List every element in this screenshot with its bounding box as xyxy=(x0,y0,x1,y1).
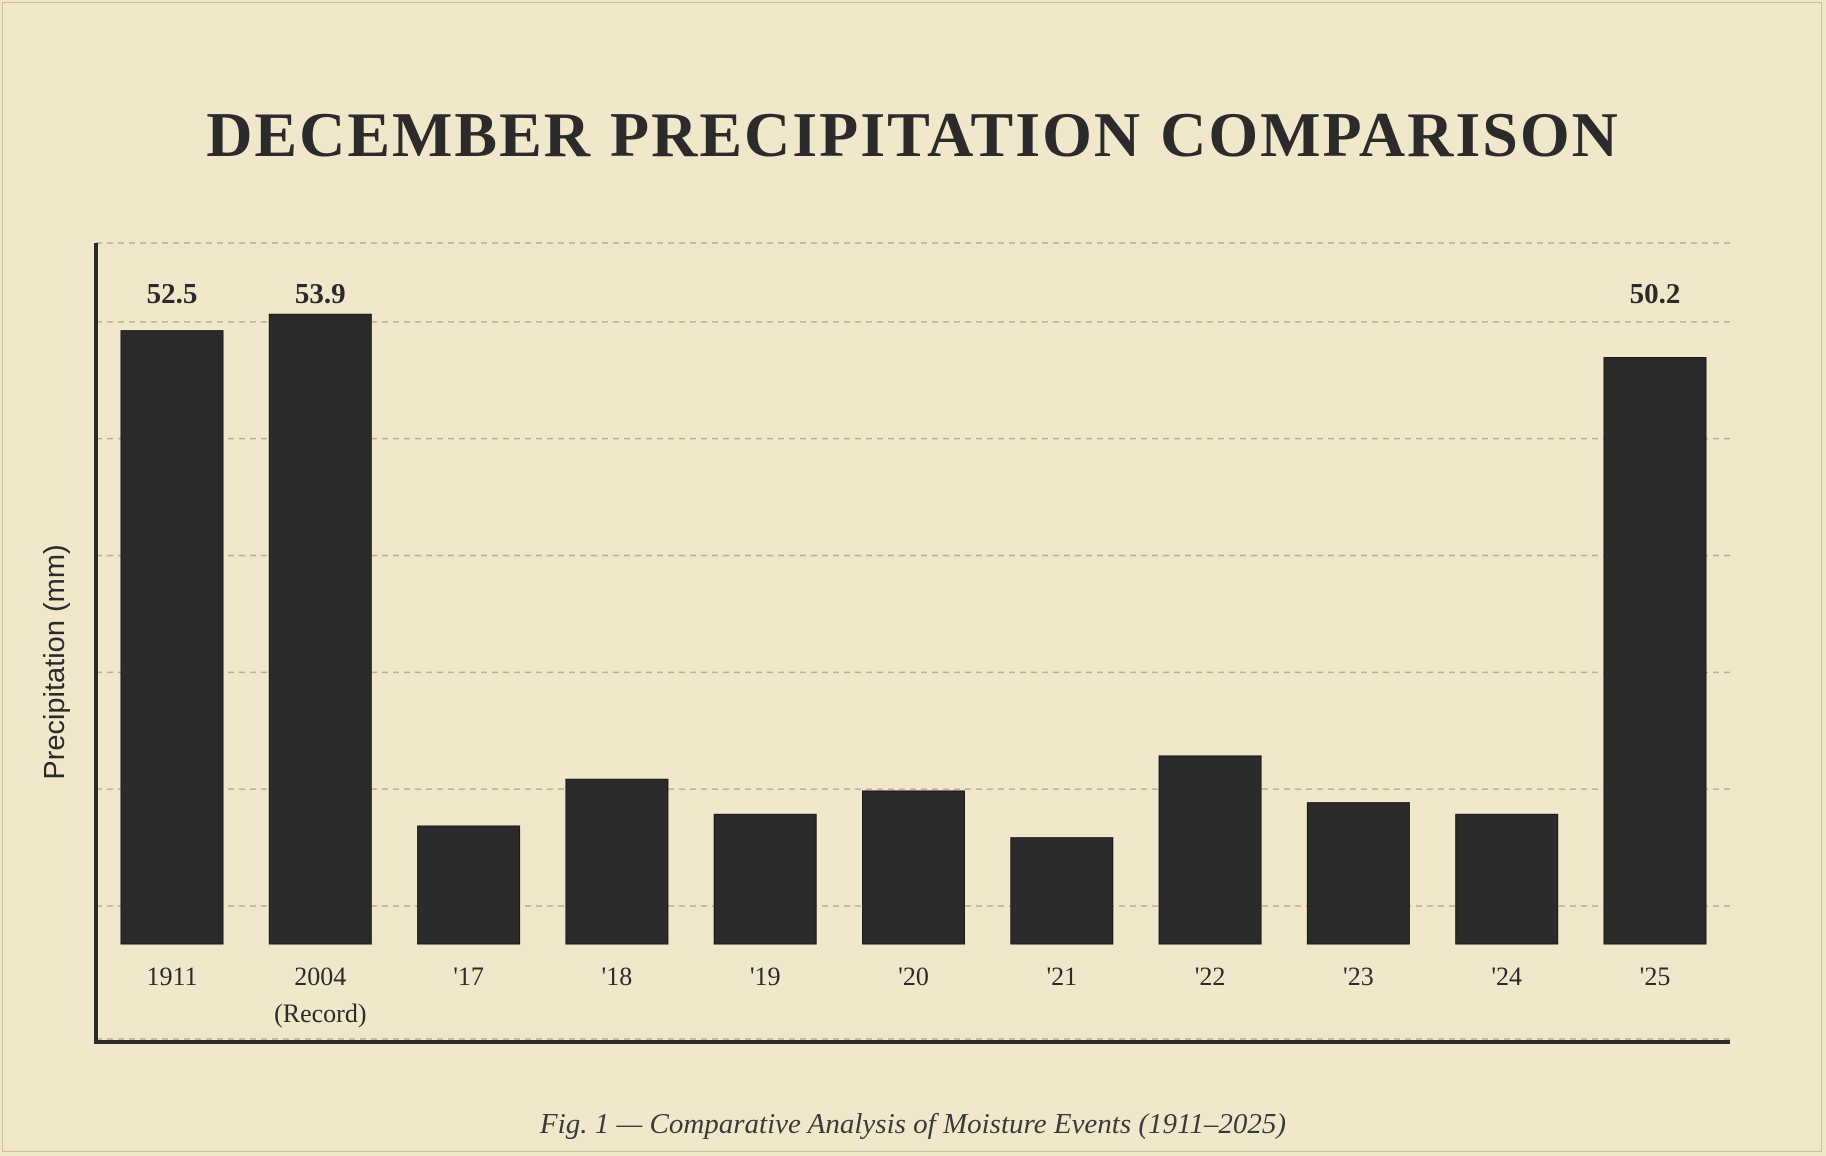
x-tick-label-6: '21 xyxy=(1046,962,1077,991)
x-tick-sublabel-1: (Record) xyxy=(274,999,366,1028)
x-tick-label-10: '25 xyxy=(1640,962,1671,991)
bar-10 xyxy=(1603,356,1707,945)
x-tick-label-4: '19 xyxy=(750,962,781,991)
data-label-0: 52.5 xyxy=(147,278,198,310)
x-tick-label-3: '18 xyxy=(602,962,633,991)
labels: 1911 52.5 2004 (Record) 53.9 '17 '18 '19 '20 '21 '… xyxy=(146,278,1680,1028)
figure-caption: Fig. 1 — Comparative Analysis of Moistur… xyxy=(539,1108,1287,1140)
x-tick-label-7: '22 xyxy=(1195,962,1226,991)
x-tick-label-9: '24 xyxy=(1491,962,1522,991)
bars xyxy=(120,313,1707,945)
x-tick-label-1: 2004 xyxy=(294,962,346,991)
x-tick-label-5: '20 xyxy=(898,962,929,991)
bar-7 xyxy=(1158,755,1262,945)
bar-5 xyxy=(862,790,965,945)
bar-3 xyxy=(565,778,669,945)
bar-0 xyxy=(120,330,224,945)
bar-1 xyxy=(268,313,372,945)
bar-6 xyxy=(1010,837,1114,945)
chart-title: DECEMBER PRECIPITATION COMPARISON xyxy=(206,99,1620,170)
x-tick-label-2: '17 xyxy=(453,962,484,991)
bar-8 xyxy=(1306,802,1410,945)
x-tick-label-0: 1911 xyxy=(146,962,197,991)
data-label-1: 53.9 xyxy=(295,278,346,310)
x-tick-label-8: '23 xyxy=(1343,962,1374,991)
bar-4 xyxy=(713,813,817,945)
bar-9 xyxy=(1455,813,1559,945)
bar-2 xyxy=(417,825,521,945)
data-label-10: 50.2 xyxy=(1630,278,1681,310)
y-axis-label: Precipitation (mm) xyxy=(39,544,71,779)
